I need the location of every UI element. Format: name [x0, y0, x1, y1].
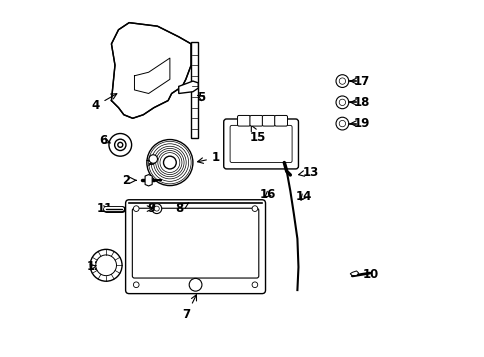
Circle shape	[189, 278, 201, 291]
Polygon shape	[179, 81, 198, 94]
FancyBboxPatch shape	[125, 200, 265, 293]
Circle shape	[338, 120, 345, 127]
Circle shape	[335, 117, 348, 130]
Circle shape	[335, 75, 348, 87]
FancyBboxPatch shape	[229, 125, 291, 162]
Circle shape	[252, 206, 257, 211]
Circle shape	[252, 282, 257, 288]
Text: 7: 7	[182, 295, 196, 321]
Text: 8: 8	[175, 202, 188, 215]
Text: 17: 17	[350, 75, 370, 87]
Circle shape	[149, 155, 157, 163]
Text: 19: 19	[350, 117, 370, 130]
Circle shape	[133, 206, 139, 211]
Text: 13: 13	[298, 166, 318, 178]
Text: 10: 10	[362, 268, 378, 281]
Text: 3: 3	[147, 155, 155, 169]
FancyBboxPatch shape	[237, 115, 250, 126]
Circle shape	[109, 134, 131, 156]
Polygon shape	[349, 271, 358, 276]
Circle shape	[151, 203, 161, 213]
Text: 14: 14	[295, 190, 311, 203]
Text: 15: 15	[249, 125, 265, 144]
Circle shape	[338, 78, 345, 84]
FancyBboxPatch shape	[132, 208, 258, 278]
Circle shape	[147, 140, 193, 186]
Circle shape	[90, 249, 122, 281]
Text: 9: 9	[147, 202, 155, 215]
Polygon shape	[145, 175, 152, 186]
Text: 6: 6	[99, 134, 110, 147]
Circle shape	[114, 139, 126, 151]
Circle shape	[154, 206, 159, 211]
Text: 1: 1	[197, 151, 220, 165]
Circle shape	[338, 99, 345, 106]
FancyBboxPatch shape	[223, 119, 298, 169]
Circle shape	[163, 156, 176, 169]
Text: 11: 11	[97, 202, 113, 215]
Circle shape	[95, 255, 116, 276]
Text: 16: 16	[259, 188, 275, 201]
Polygon shape	[111, 22, 191, 118]
Text: 4: 4	[91, 94, 117, 112]
FancyBboxPatch shape	[249, 115, 262, 126]
Text: 2: 2	[122, 174, 136, 187]
Text: 18: 18	[350, 96, 370, 109]
Circle shape	[118, 142, 122, 147]
FancyBboxPatch shape	[274, 115, 287, 126]
Circle shape	[133, 282, 139, 288]
Text: 5: 5	[196, 91, 204, 104]
Bar	[191, 42, 198, 138]
Text: 12: 12	[86, 260, 102, 273]
Circle shape	[335, 96, 348, 109]
FancyBboxPatch shape	[262, 115, 274, 126]
